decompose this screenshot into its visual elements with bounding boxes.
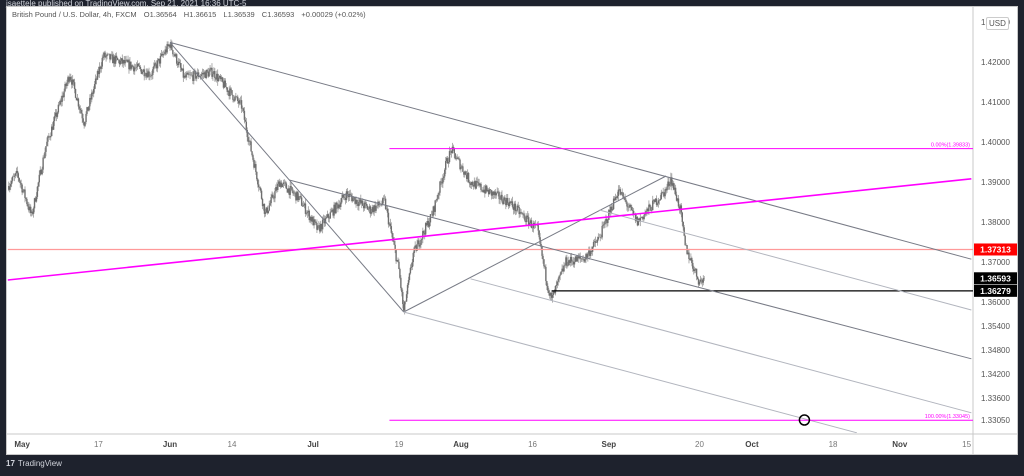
target-circle-marker [798, 414, 811, 426]
time-tick-label: Oct [745, 440, 759, 449]
price-tick-label: 1.37000 [981, 258, 1010, 267]
time-tick-label: Aug [453, 440, 469, 449]
tradingview-logo-icon: 17 [6, 459, 15, 468]
red-level-price-label-bg [974, 243, 1017, 256]
support-price-label: 1.36279 [980, 286, 1011, 296]
price-tick-label: 1.33600 [981, 394, 1010, 403]
price-tick-label: 1.39000 [981, 178, 1010, 187]
price-tick-label: 1.42000 [981, 58, 1010, 67]
currency-badge[interactable]: USD [986, 17, 1009, 30]
fib-level-label: 0.00%(1.39833) [931, 143, 970, 149]
price-tick-label: 1.38000 [981, 218, 1010, 227]
symbol-legend: British Pound / U.S. Dollar, 4h, FXCM O1… [12, 10, 371, 19]
symbol-title[interactable]: British Pound / U.S. Dollar, 4h, FXCM [12, 10, 137, 19]
price-tick-label: 1.33050 [981, 416, 1010, 425]
price-tick-label: 1.34800 [981, 346, 1010, 355]
time-tick-label: 19 [395, 440, 404, 449]
price-tick-label: 1.35400 [981, 322, 1010, 331]
magenta-trendline-line [7, 178, 972, 281]
time-tick-label: Nov [892, 440, 908, 449]
price-tick-label: 1.41000 [981, 98, 1010, 107]
brand-name: TradingView [17, 459, 62, 468]
time-tick-label: 15 [962, 440, 971, 449]
pitchfork-median-line [289, 179, 972, 360]
pitchfork-lower-line [403, 311, 858, 433]
last-price-label: 1.36593 [980, 273, 1011, 283]
low-value: L1.36539 [223, 10, 255, 19]
publisher-line: jsaettele published on TradingView.com, … [6, 0, 247, 8]
pitchfork-upper-line [599, 209, 972, 311]
time-tick-label: 18 [829, 440, 838, 449]
time-tick-label: May [14, 440, 30, 449]
pitchfork-leg-ab-line [169, 42, 405, 313]
time-tick-label: 17 [94, 440, 103, 449]
red-level-price-label: 1.37313 [980, 244, 1011, 254]
plot-area: 0.00%(1.39833) 100.00%(1.33045) [7, 39, 973, 433]
open-value: O1.36564 [143, 10, 177, 19]
time-tick-label: 20 [695, 440, 704, 449]
time-tick-label: Sep [602, 440, 617, 449]
upper-channel-line [169, 41, 972, 260]
pitchfork-lower-half-line [470, 278, 972, 414]
close-value: C1.36593 [261, 10, 295, 19]
price-tick-label: 1.40000 [981, 138, 1010, 147]
time-tick-label: Jun [163, 440, 177, 449]
time-tick-label: Jul [307, 440, 319, 449]
support-price-label-bg [974, 284, 1017, 297]
time-tick-label: 16 [528, 440, 537, 449]
candles [8, 39, 705, 315]
fib-level-label: 100.00%(1.33045) [925, 414, 970, 420]
price-tick-label: 1.34200 [981, 370, 1010, 379]
high-value: H1.36615 [183, 10, 217, 19]
time-tick-label: 14 [228, 440, 237, 449]
price-tick-label: 1.36000 [981, 298, 1010, 307]
last-price-label-bg [974, 272, 1017, 285]
footer: 17 TradingView [6, 459, 62, 468]
change-value: +0.00029 (+0.02%) [301, 10, 366, 19]
